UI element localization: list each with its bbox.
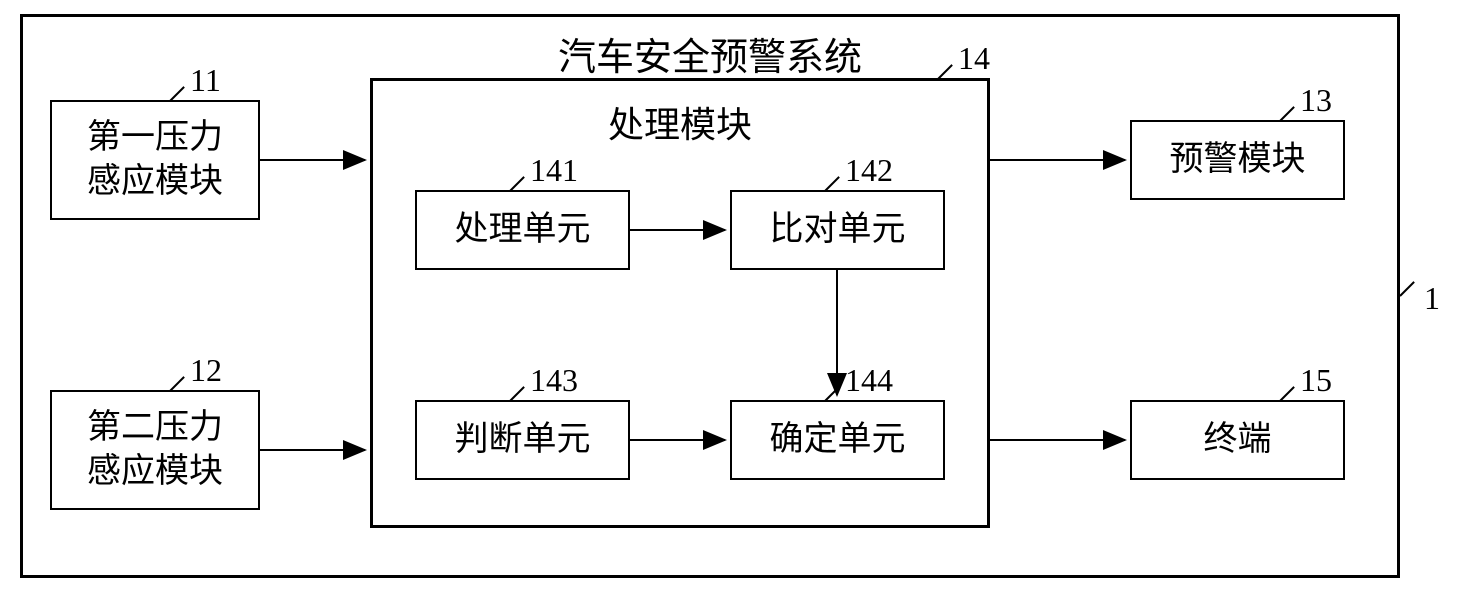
compare-unit: 比对单元 [730, 190, 945, 270]
warning-module-ref: 13 [1300, 82, 1332, 119]
system-title: 汽车安全预警系统 [450, 26, 970, 81]
judge-unit-ref: 143 [530, 362, 578, 399]
diagram-canvas: 汽车安全预警系统 1 第一压力 感应模块 11 第二压力 感应模块 12 处理模… [0, 0, 1459, 594]
processing-module-title: 处理模块 [580, 96, 780, 148]
processing-module-ref: 14 [958, 40, 990, 77]
pressure1-label: 第一压力 感应模块 [87, 116, 223, 204]
pressure2-ref: 12 [190, 352, 222, 389]
compare-unit-ref: 142 [845, 152, 893, 189]
warning-module: 预警模块 [1130, 120, 1345, 200]
system-ref: 1 [1424, 280, 1440, 317]
determine-unit: 确定单元 [730, 400, 945, 480]
system-ref-tick [1399, 281, 1415, 297]
processing-unit-label: 处理单元 [455, 208, 591, 252]
pressure2-label: 第二压力 感应模块 [87, 406, 223, 494]
compare-unit-label: 比对单元 [770, 208, 906, 252]
processing-unit: 处理单元 [415, 190, 630, 270]
judge-unit-label: 判断单元 [455, 418, 591, 462]
processing-unit-ref: 141 [530, 152, 578, 189]
terminal-module-ref: 15 [1300, 362, 1332, 399]
determine-unit-ref: 144 [845, 362, 893, 399]
pressure1-ref: 11 [190, 62, 221, 99]
terminal-module: 终端 [1130, 400, 1345, 480]
pressure2-module: 第二压力 感应模块 [50, 390, 260, 510]
judge-unit: 判断单元 [415, 400, 630, 480]
determine-unit-label: 确定单元 [770, 418, 906, 462]
warning-module-label: 预警模块 [1170, 138, 1306, 182]
pressure1-module: 第一压力 感应模块 [50, 100, 260, 220]
terminal-module-label: 终端 [1204, 418, 1272, 462]
